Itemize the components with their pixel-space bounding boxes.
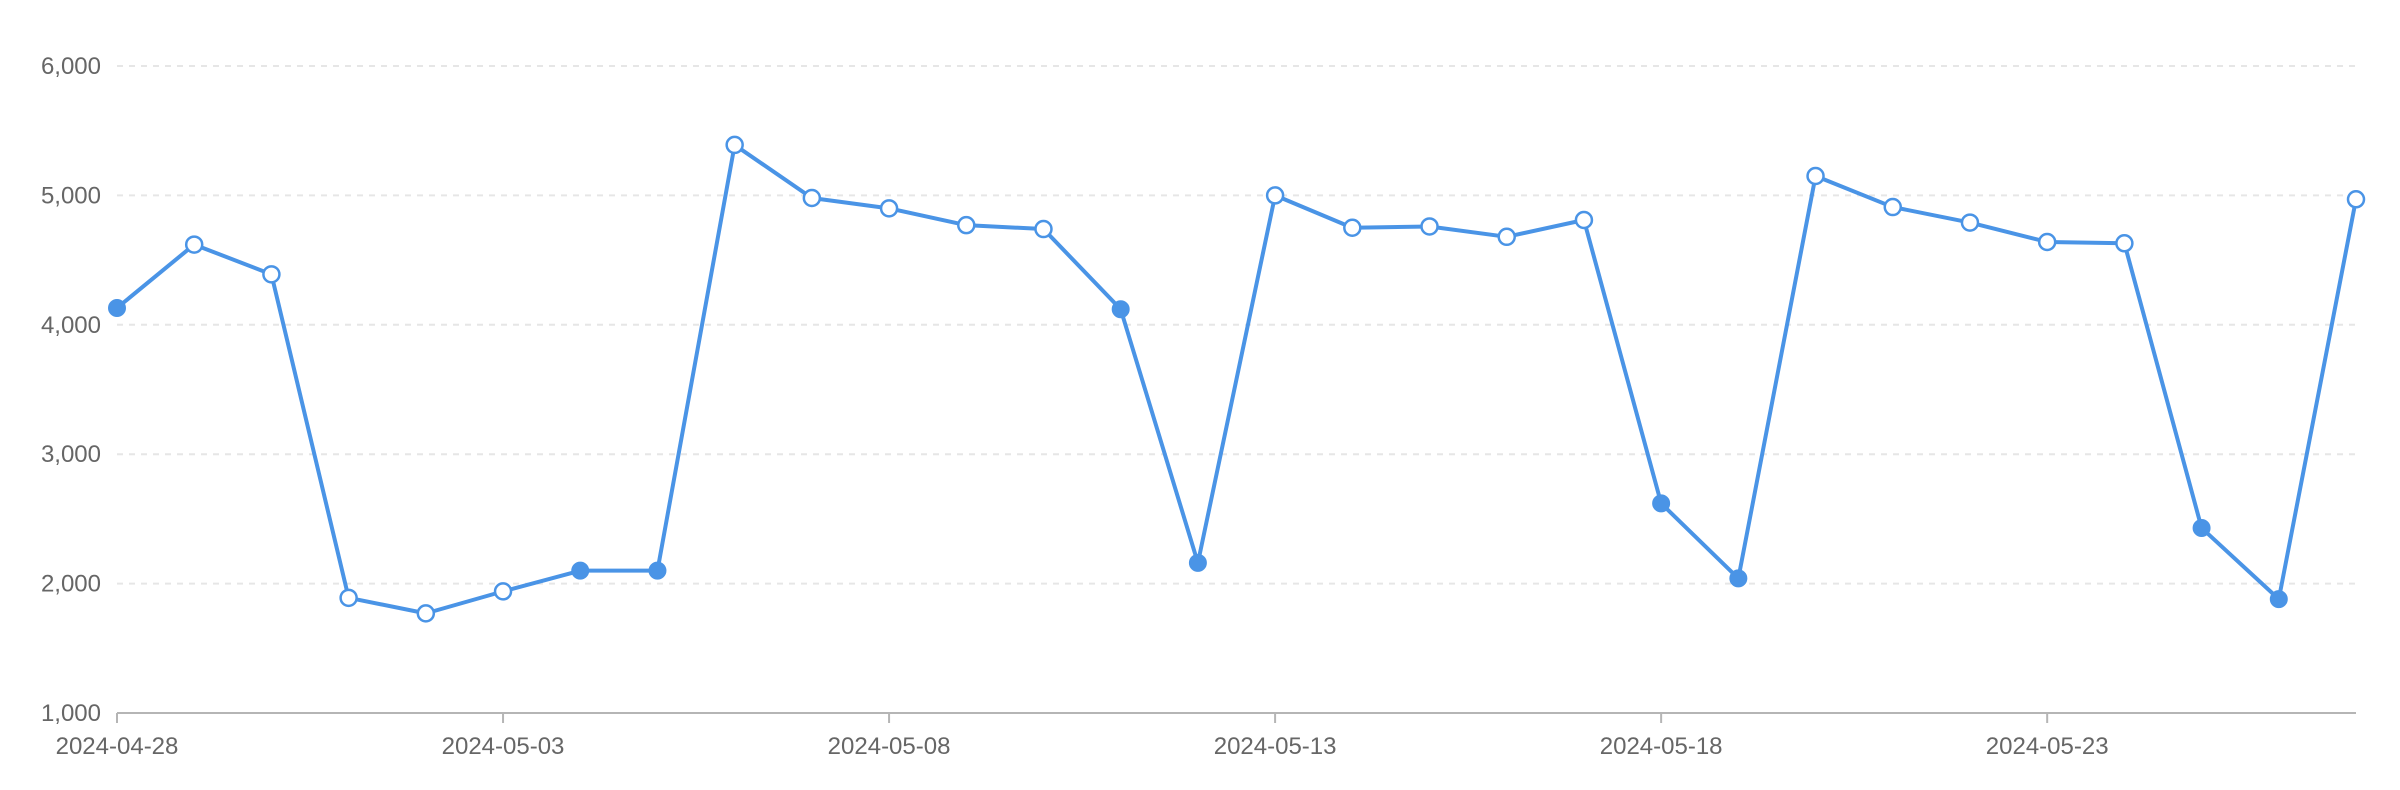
data-point-hollow [1034, 219, 1053, 239]
data-point-filled [571, 561, 590, 580]
data-point-filled [1729, 569, 1748, 588]
data-point-hollow [1574, 210, 1594, 230]
data-point-hollow [2115, 234, 2134, 253]
data-point-filled [1188, 553, 1207, 572]
data-point-hollow [1806, 166, 1825, 186]
data-point-hollow [2037, 232, 2057, 252]
data-point-filled [1111, 300, 1130, 319]
data-point-filled [1652, 494, 1671, 513]
data-point-hollow [416, 604, 436, 623]
line-layer [115, 142, 2358, 616]
data-point-hollow [957, 215, 976, 235]
data-point-hollow [262, 265, 281, 284]
y-tick-label: 5,000 [41, 182, 101, 209]
data-point-hollow [2346, 190, 2366, 209]
y-tick-label: 1,000 [41, 700, 101, 727]
y-tick-label: 3,000 [41, 441, 101, 468]
data-point-filled [108, 298, 126, 317]
data-point-hollow [1420, 217, 1439, 236]
data-point-hollow [879, 199, 899, 218]
data-point-hollow [1343, 218, 1362, 237]
data-point-hollow [1960, 213, 1980, 232]
data-point-hollow [339, 588, 358, 608]
x-tick-label: 2024-05-13 [1214, 733, 1337, 760]
axis-layer [116, 712, 2356, 723]
data-point-hollow [1265, 186, 1285, 205]
grid-layer [117, 65, 2356, 585]
data-point-filled [2192, 518, 2211, 537]
data-point-hollow [493, 582, 513, 601]
x-tick-label: 2024-05-18 [1600, 733, 1723, 760]
data-point-hollow [1883, 197, 1903, 217]
data-point-hollow [1497, 227, 1516, 247]
x-tick-label: 2024-04-28 [56, 733, 179, 760]
y-tick-label: 6,000 [41, 53, 101, 80]
data-point-filled [648, 561, 667, 580]
x-tick-label: 2024-05-23 [1986, 733, 2109, 760]
data-point-filled [2269, 590, 2288, 609]
x-tick-label: 2024-05-03 [442, 733, 565, 760]
label-layer: 1,000 2,000 3,000 4,000 5,000 6,000 2024-04-28… [41, 53, 2109, 760]
data-point-hollow [725, 135, 744, 155]
y-tick-label: 2,000 [41, 571, 101, 598]
series-line [115, 142, 2358, 616]
point-layer [108, 135, 2366, 623]
data-point-hollow [802, 188, 822, 208]
x-tick-label: 2024-05-08 [828, 733, 951, 760]
y-tick-label: 4,000 [41, 312, 101, 339]
data-point-hollow [184, 235, 204, 254]
